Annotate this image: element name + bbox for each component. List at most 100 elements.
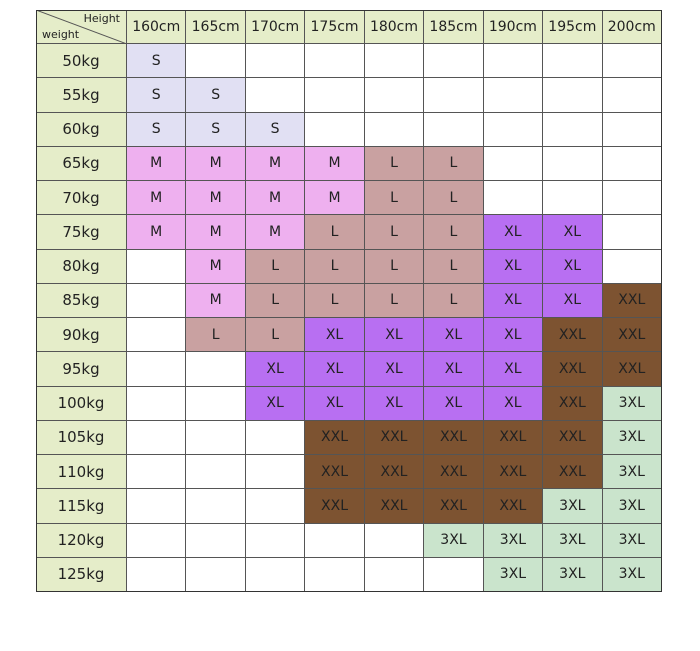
size-cell: XL <box>245 386 306 421</box>
size-cell: L <box>424 249 484 284</box>
size-cell <box>127 386 187 421</box>
size-cell: 3XL <box>602 455 662 490</box>
size-cell: XXL <box>543 386 603 421</box>
size-cell: M <box>186 283 246 318</box>
size-cell: XXL <box>543 420 603 455</box>
size-cell: 3XL <box>602 420 662 455</box>
size-cell: XL <box>483 249 544 284</box>
size-cell: XL <box>364 386 425 421</box>
size-cell: XXL <box>305 489 365 524</box>
size-cell: XL <box>483 386 544 421</box>
size-cell <box>186 386 246 421</box>
size-cell <box>305 44 365 79</box>
size-cell: L <box>305 283 365 318</box>
row-header: 75kg <box>36 215 127 250</box>
row-header: 110kg <box>36 455 127 490</box>
row-header: 115kg <box>36 489 127 524</box>
size-cell: XXL <box>602 352 662 387</box>
row-header: 60kg <box>36 112 127 147</box>
size-cell: XXL <box>364 455 425 490</box>
size-cell <box>186 489 246 524</box>
column-header: 200cm <box>602 10 662 44</box>
column-header: 175cm <box>305 10 365 44</box>
size-cell <box>186 523 246 558</box>
size-cell <box>483 146 544 181</box>
size-cell <box>305 523 365 558</box>
size-cell: XXL <box>483 420 544 455</box>
size-cell: XL <box>424 318 484 353</box>
size-cell: XXL <box>602 283 662 318</box>
row-header: 95kg <box>36 352 127 387</box>
size-cell: 3XL <box>483 523 544 558</box>
size-cell <box>602 78 662 113</box>
row-header: 120kg <box>36 523 127 558</box>
size-cell: S <box>127 44 187 79</box>
size-cell <box>127 420 187 455</box>
size-cell: XL <box>543 215 603 250</box>
size-cell <box>245 44 306 79</box>
size-cell: L <box>245 318 306 353</box>
size-cell <box>127 557 187 592</box>
size-cell: XL <box>364 318 425 353</box>
size-cell: XL <box>305 318 365 353</box>
size-cell: L <box>424 283 484 318</box>
size-cell <box>186 557 246 592</box>
size-cell: M <box>245 146 306 181</box>
size-cell <box>424 112 484 147</box>
size-cell: L <box>364 283 425 318</box>
size-cell: 3XL <box>602 386 662 421</box>
size-cell: XL <box>483 318 544 353</box>
size-cell: M <box>305 146 365 181</box>
size-cell <box>305 112 365 147</box>
size-cell: S <box>186 112 246 147</box>
size-cell: M <box>127 181 187 216</box>
size-cell <box>186 455 246 490</box>
size-cell <box>364 557 425 592</box>
size-cell: XXL <box>543 318 603 353</box>
size-cell: M <box>245 215 306 250</box>
size-cell: XL <box>543 249 603 284</box>
size-cell <box>305 78 365 113</box>
size-cell: XL <box>305 352 365 387</box>
size-cell: M <box>127 215 187 250</box>
size-cell: S <box>127 78 187 113</box>
size-cell: XL <box>364 352 425 387</box>
row-header: 105kg <box>36 420 127 455</box>
size-cell <box>364 78 425 113</box>
size-cell <box>186 352 246 387</box>
size-cell: L <box>245 283 306 318</box>
column-header: 190cm <box>483 10 544 44</box>
size-cell <box>186 44 246 79</box>
size-cell: XXL <box>602 318 662 353</box>
size-cell <box>245 489 306 524</box>
size-cell <box>424 78 484 113</box>
size-cell: L <box>245 249 306 284</box>
size-cell <box>483 112 544 147</box>
size-cell: XL <box>543 283 603 318</box>
row-header: 80kg <box>36 249 127 284</box>
size-cell <box>543 112 603 147</box>
size-cell <box>127 283 187 318</box>
size-cell <box>543 44 603 79</box>
size-cell <box>602 112 662 147</box>
size-cell: 3XL <box>543 557 603 592</box>
size-cell <box>424 44 484 79</box>
size-cell <box>364 112 425 147</box>
size-cell <box>245 420 306 455</box>
size-cell: L <box>305 215 365 250</box>
size-cell <box>127 352 187 387</box>
size-cell: S <box>186 78 246 113</box>
column-header: 195cm <box>543 10 603 44</box>
size-cell <box>127 455 187 490</box>
size-cell <box>543 181 603 216</box>
row-header: 55kg <box>36 78 127 113</box>
size-cell: L <box>364 249 425 284</box>
size-cell: XL <box>424 352 484 387</box>
row-header: 125kg <box>36 557 127 592</box>
column-header: 165cm <box>186 10 246 44</box>
row-header: 85kg <box>36 283 127 318</box>
size-cell: XXL <box>483 455 544 490</box>
size-cell: XXL <box>305 455 365 490</box>
size-cell: M <box>305 181 365 216</box>
size-cell: XL <box>424 386 484 421</box>
